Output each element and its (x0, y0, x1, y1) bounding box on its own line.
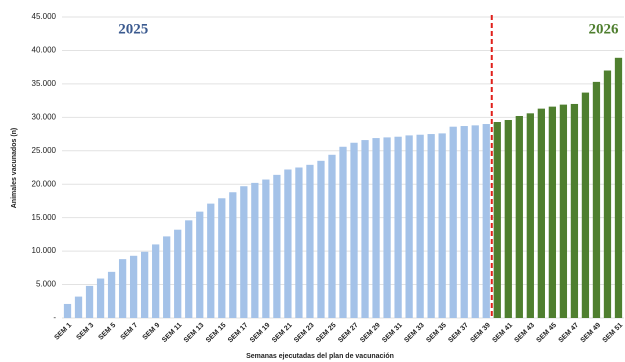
bar (548, 106, 557, 319)
x-tick-label: SEM 51 (602, 322, 625, 345)
y-tick-label: 25.000 (32, 146, 57, 155)
x-tick-label: SEM 25 (315, 322, 338, 345)
bar (372, 138, 380, 318)
x-tick-label: SEM 1 (53, 322, 73, 342)
x-tick-label: SEM 27 (337, 322, 360, 345)
bar (328, 154, 336, 318)
bar (592, 81, 601, 318)
x-tick-label: SEM 33 (403, 322, 426, 345)
x-tick-label: SEM 31 (381, 322, 404, 345)
y-tick-label: 20.000 (32, 179, 57, 188)
bar (427, 134, 435, 318)
x-tick-label: SEM 11 (161, 322, 183, 344)
x-tick-label: SEM 39 (469, 322, 492, 345)
y-tick-label: 35.000 (32, 79, 57, 88)
x-tick-label: SEM 21 (271, 322, 294, 345)
bar (515, 115, 523, 319)
bar (570, 103, 579, 318)
x-tick-label: SEM 41 (491, 322, 514, 345)
bar (350, 142, 358, 318)
x-tick-label: SEM 5 (97, 322, 117, 342)
bar (141, 251, 149, 318)
bar (449, 126, 457, 318)
bar (96, 278, 105, 318)
bar (559, 104, 568, 318)
x-tick-label: SEM 45 (536, 322, 559, 345)
bar (504, 120, 512, 319)
bar (63, 303, 72, 318)
x-tick-label: SEM 19 (249, 322, 272, 345)
y-tick-label: 15.000 (32, 213, 57, 222)
series-label: 2025 (118, 21, 148, 37)
bar (85, 285, 94, 318)
y-axis-label: Animales vacunados (n) (11, 128, 18, 209)
bar (218, 198, 226, 318)
x-tick-label: SEM 43 (513, 322, 536, 345)
y-tick-label: 40.000 (32, 46, 57, 55)
bar (339, 146, 347, 318)
x-tick-label: SEM 47 (558, 322, 581, 345)
y-tick-label: 45.000 (32, 12, 57, 21)
bar (471, 125, 479, 318)
x-tick-label: SEM 17 (227, 322, 250, 345)
x-tick-label: SEM 9 (142, 322, 162, 342)
bar (273, 174, 281, 318)
bar (526, 113, 534, 318)
bar (251, 182, 259, 318)
x-tick-label: SEM 13 (183, 322, 206, 345)
bar (482, 124, 490, 319)
bar (361, 140, 369, 318)
bar (460, 126, 468, 318)
bar (74, 296, 83, 318)
bar (152, 244, 160, 318)
bar (405, 135, 413, 318)
y-tick-label: 30.000 (32, 112, 57, 121)
bar (284, 169, 292, 318)
bar (207, 203, 215, 318)
bar (295, 167, 303, 318)
bar (317, 160, 325, 318)
x-tick-label: SEM 3 (75, 322, 95, 342)
bar (240, 186, 248, 318)
y-tick-label: 10.000 (32, 246, 57, 255)
x-tick-label: SEM 49 (580, 322, 603, 345)
bar (416, 134, 424, 318)
bar (394, 136, 402, 318)
x-tick-label: SEM 15 (205, 322, 228, 345)
bar (163, 236, 171, 318)
x-axis-label: Semanas ejecutadas del plan de vacunació… (246, 353, 394, 360)
series-label: 2026 (588, 21, 619, 37)
bar (603, 70, 612, 318)
bar (107, 271, 116, 318)
bar (229, 192, 237, 318)
bar (262, 179, 270, 318)
x-tick-label: SEM 23 (293, 322, 316, 345)
bar (174, 229, 182, 318)
y-tick-label: 5.000 (36, 280, 57, 289)
bar (537, 108, 545, 318)
bar (129, 255, 138, 318)
bar (383, 137, 391, 318)
x-tick-label: SEM 37 (447, 322, 470, 345)
bar (493, 122, 501, 318)
bar (306, 164, 314, 318)
y-tick-label: - (53, 313, 56, 322)
bar (185, 220, 193, 318)
x-tick-label: SEM 35 (425, 322, 448, 345)
bar (581, 92, 590, 318)
bar (196, 211, 204, 318)
x-tick-label: SEM 29 (359, 322, 382, 345)
bar (118, 259, 127, 318)
bar (438, 133, 446, 318)
x-tick-label: SEM 7 (120, 322, 140, 342)
bar (614, 57, 623, 319)
